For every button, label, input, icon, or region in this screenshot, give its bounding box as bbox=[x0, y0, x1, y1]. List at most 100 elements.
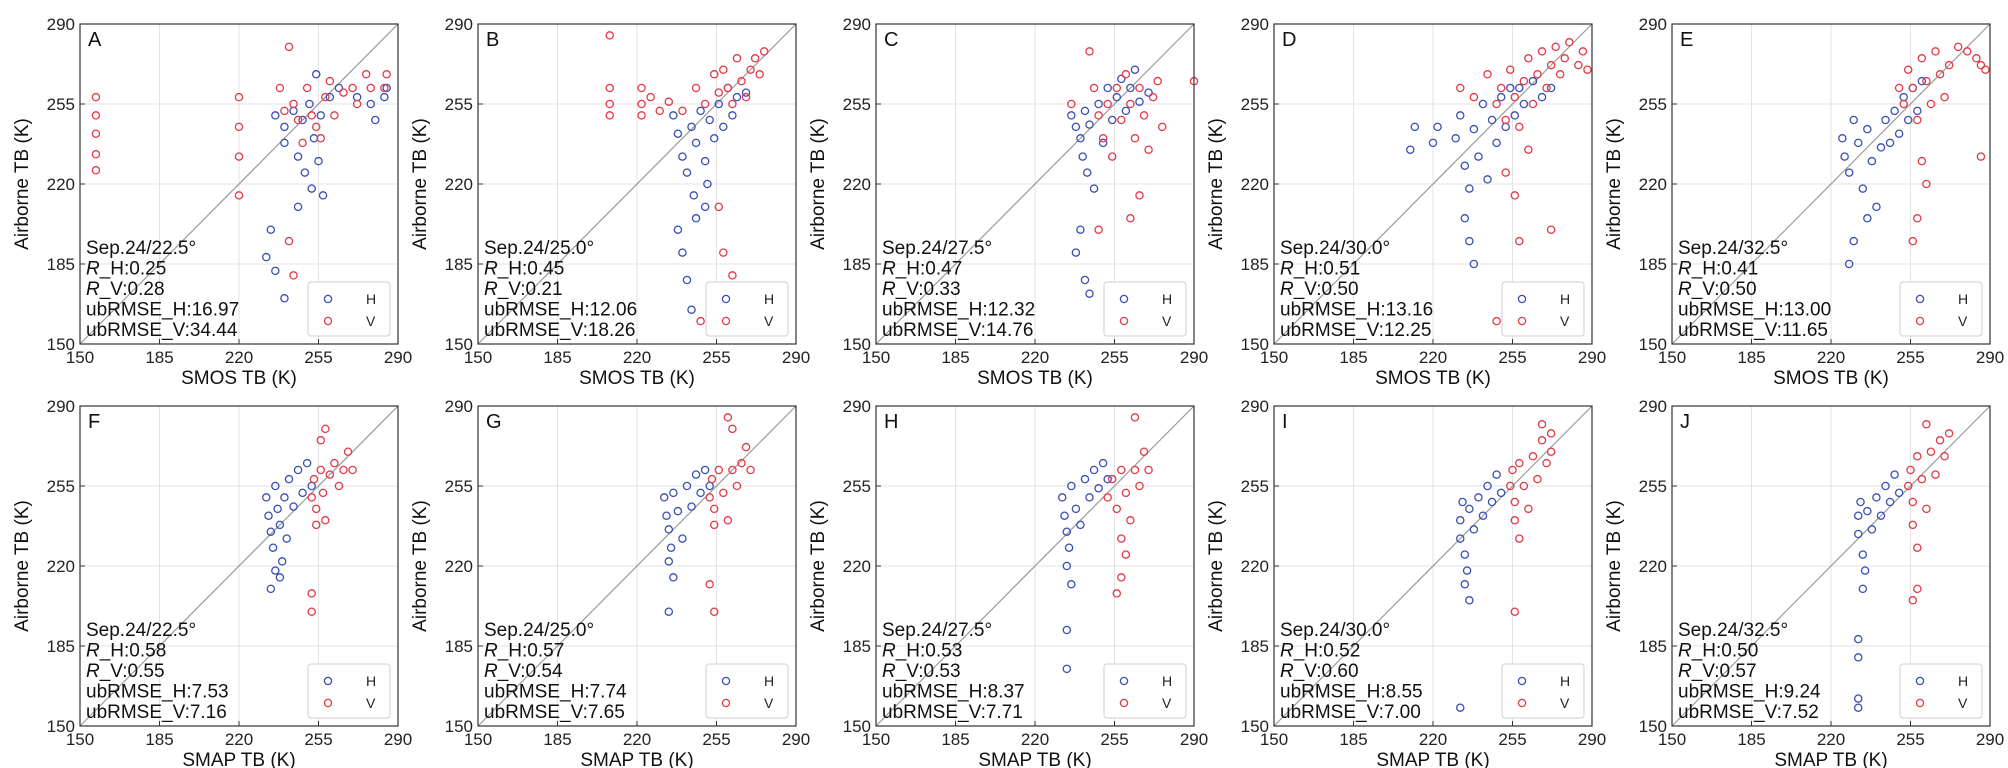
stat-annotation: R_H:0.41 bbox=[1678, 259, 1758, 280]
data-point-h bbox=[700, 156, 710, 166]
data-point-v bbox=[728, 99, 737, 109]
data-point-h bbox=[1881, 115, 1890, 125]
legend-marker-h bbox=[721, 676, 731, 686]
x-tick-label: 290 bbox=[1180, 348, 1208, 367]
legend-marker-h bbox=[323, 676, 333, 686]
stat-annotation: ubRMSE_V:11.65 bbox=[1678, 320, 1828, 341]
data-point-h bbox=[691, 470, 701, 479]
data-point-h bbox=[305, 99, 314, 109]
panel-c: 150 185 220 255 290 150 185 220 255 290 SMOS TB (K… bbox=[808, 15, 1208, 389]
data-point-v bbox=[1917, 54, 1927, 63]
data-point-v bbox=[741, 442, 751, 452]
data-point-h bbox=[662, 511, 671, 520]
data-point-v bbox=[705, 580, 714, 589]
panel-letter: G bbox=[486, 411, 502, 433]
y-axis-label: Airborne TB (K) bbox=[12, 118, 33, 250]
data-point-v bbox=[1130, 465, 1140, 475]
panel-f: 150 185 220 255 290 150 185 220 255 290 SMAP TB (K… bbox=[12, 397, 412, 768]
data-point-h bbox=[1856, 497, 1865, 507]
data-point-h bbox=[1456, 534, 1465, 543]
data-point-v bbox=[1117, 115, 1126, 125]
data-point-v bbox=[302, 83, 312, 93]
legend-box bbox=[1501, 281, 1585, 337]
data-point-h bbox=[669, 111, 678, 120]
data-point-v bbox=[1135, 83, 1144, 93]
legend-box bbox=[1899, 663, 1983, 719]
data-point-v bbox=[723, 83, 733, 93]
legend-label-h: H bbox=[764, 673, 774, 689]
panel-letter: E bbox=[1680, 29, 1693, 51]
stat-annotation: R_H:0.47 bbox=[882, 259, 962, 280]
stat-annotation: R_V:0.28 bbox=[86, 279, 165, 300]
x-axis-label: SMAP TB (K) bbox=[1774, 750, 1887, 768]
y-tick-label: 185 bbox=[1241, 255, 1269, 274]
data-point-v bbox=[1492, 99, 1501, 109]
data-point-h bbox=[682, 275, 692, 285]
x-tick-label: 150 bbox=[862, 348, 890, 367]
stat-r-value: _V:0.60 bbox=[1293, 661, 1359, 682]
data-point-v bbox=[700, 99, 710, 109]
y-tick-label: 255 bbox=[1241, 95, 1269, 114]
stat-r-value: _V:0.57 bbox=[1691, 661, 1757, 682]
data-point-h bbox=[1076, 520, 1085, 530]
data-point-h bbox=[262, 252, 271, 262]
stat-r-symbol: R bbox=[1678, 279, 1692, 300]
data-point-h bbox=[271, 266, 280, 276]
data-point-h bbox=[666, 543, 676, 552]
stat-r-value: _H:0.45 bbox=[497, 259, 565, 280]
x-tick-label: 185 bbox=[1737, 348, 1765, 367]
stat-r-value: _H:0.41 bbox=[1691, 259, 1759, 280]
data-point-v bbox=[1931, 470, 1940, 479]
data-point-h bbox=[732, 92, 742, 102]
data-point-v bbox=[728, 424, 737, 434]
data-point-h bbox=[366, 99, 375, 109]
x-tick-label: 185 bbox=[543, 730, 571, 749]
data-point-v bbox=[1112, 83, 1122, 93]
x-tick-label: 185 bbox=[941, 730, 969, 749]
data-point-v bbox=[1505, 481, 1515, 491]
stat-annotation: ubRMSE_H:13.00 bbox=[1678, 300, 1831, 321]
data-point-h bbox=[1076, 225, 1085, 234]
x-tick-label: 290 bbox=[1976, 730, 2004, 749]
data-point-v bbox=[1524, 145, 1533, 154]
y-tick-label: 150 bbox=[1241, 335, 1269, 354]
data-point-v bbox=[316, 465, 326, 475]
data-point-v bbox=[1546, 60, 1556, 70]
data-point-v bbox=[1972, 54, 1981, 63]
data-point-v bbox=[1121, 70, 1131, 79]
y-tick-label: 220 bbox=[445, 175, 473, 194]
data-point-v bbox=[1913, 452, 1922, 461]
stat-annotation: Sep.24/27.5° bbox=[882, 620, 992, 641]
legend-label-h: H bbox=[1162, 291, 1172, 307]
data-point-h bbox=[1126, 83, 1135, 93]
data-point-v bbox=[637, 99, 646, 109]
y-axis-label: Airborne TB (K) bbox=[808, 500, 829, 632]
data-point-h bbox=[1112, 92, 1122, 102]
data-point-v bbox=[1903, 65, 1913, 74]
data-point-v bbox=[311, 504, 321, 514]
stat-annotation: R_V:0.54 bbox=[484, 661, 563, 682]
data-point-h bbox=[1460, 161, 1470, 170]
y-tick-label: 220 bbox=[47, 175, 75, 194]
data-point-h bbox=[1515, 83, 1524, 93]
data-point-v bbox=[1935, 436, 1945, 445]
data-point-h bbox=[1876, 143, 1886, 152]
data-point-h bbox=[280, 294, 289, 303]
legend-label-v: V bbox=[366, 695, 376, 711]
data-point-v bbox=[637, 83, 646, 93]
data-point-v bbox=[1908, 497, 1918, 507]
data-point-h bbox=[264, 511, 273, 520]
stat-annotation: ubRMSE_H:13.16 bbox=[1280, 300, 1433, 321]
data-point-h bbox=[1537, 92, 1547, 102]
data-point-v bbox=[1981, 65, 1990, 74]
x-tick-label: 220 bbox=[1419, 348, 1447, 367]
stat-r-symbol: R bbox=[882, 279, 896, 300]
data-point-h bbox=[1060, 511, 1069, 520]
data-point-h bbox=[307, 184, 316, 193]
data-point-v bbox=[1899, 99, 1908, 109]
data-point-v bbox=[1922, 504, 1931, 514]
data-point-v bbox=[737, 76, 746, 86]
data-point-h bbox=[1406, 145, 1415, 154]
panel-letter: B bbox=[486, 29, 499, 51]
x-tick-label: 150 bbox=[1260, 348, 1288, 367]
